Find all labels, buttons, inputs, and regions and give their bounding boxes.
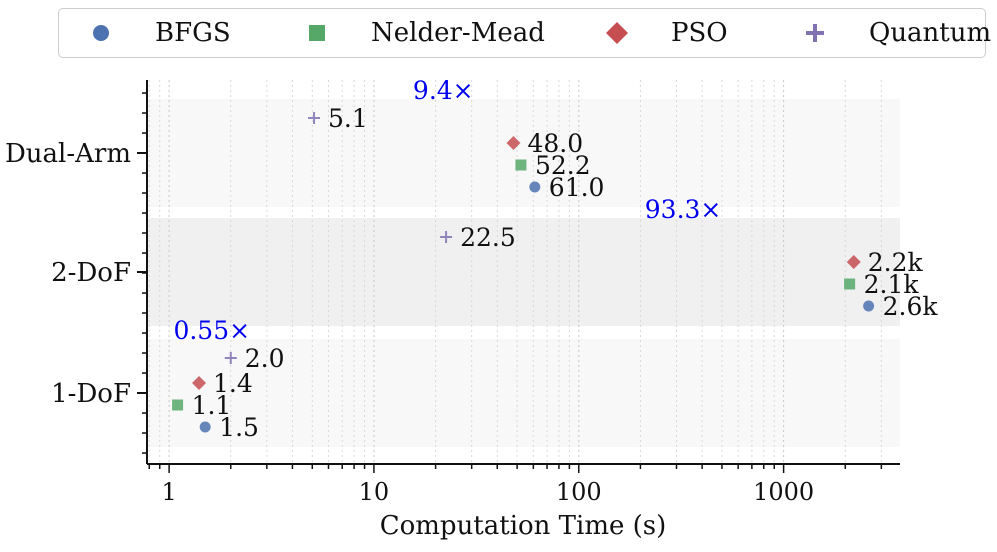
data-point-pso xyxy=(846,255,861,269)
category-band xyxy=(147,99,900,207)
annotations: 0.55× 93.3× 9.4× xyxy=(173,76,721,345)
legend-entry-nelder-mead: Nelder-Mead xyxy=(305,9,545,57)
data-label: 1.5 xyxy=(219,413,259,442)
legend: BFGS Nelder-Mead PSO Quantum xyxy=(58,8,991,58)
data-label: 2.1k xyxy=(864,270,920,299)
data-label: 48.0 xyxy=(527,129,583,158)
diamond-marker-icon xyxy=(605,21,629,45)
data-point-pso xyxy=(506,136,521,150)
speedup-annotation: 9.4× xyxy=(413,76,474,105)
x-tick-label: 100 xyxy=(556,478,602,506)
category-band xyxy=(147,218,900,326)
y-tick-label: 2-DoF xyxy=(51,258,131,288)
speedup-annotation: 93.3× xyxy=(645,195,722,224)
speedup-annotation: 0.55× xyxy=(173,316,250,345)
data-point-bfgs xyxy=(863,300,875,312)
data-label: 5.1 xyxy=(328,104,368,133)
data-point-nelder-mead xyxy=(172,399,184,411)
data-label: 2.0 xyxy=(245,344,285,373)
data-label: 2.6k xyxy=(883,292,939,321)
axes: 1 10 100 1000 1-DoF 2-DoF Dual-Arm xyxy=(5,80,900,506)
data-label: 52.2 xyxy=(535,151,591,180)
data-marks: 1.5 2.6k 61.0 1.1 2.1k 52.2 1.4 2.2k 48.0 2.0 22.5… xyxy=(172,104,938,442)
data-label: 22.5 xyxy=(460,223,516,252)
data-point-quantum xyxy=(224,352,237,364)
data-label: 1.1 xyxy=(192,391,232,420)
category-bands xyxy=(147,99,900,447)
data-point-pso xyxy=(192,376,207,390)
data-point-quantum xyxy=(440,231,453,243)
circle-marker-icon xyxy=(89,21,113,45)
y-tick-label: 1-DoF xyxy=(51,379,131,409)
x-tick-label: 1000 xyxy=(753,478,814,506)
legend-label: Quantum xyxy=(869,18,992,48)
data-label: 61.0 xyxy=(549,173,605,202)
grid-lines xyxy=(148,80,882,464)
legend-label: PSO xyxy=(671,18,728,48)
data-point-nelder-mead xyxy=(515,159,527,171)
data-point-nelder-mead xyxy=(844,278,856,290)
x-tick-label: 1 xyxy=(161,478,176,506)
x-tick-label: 10 xyxy=(359,478,390,506)
legend-label: BFGS xyxy=(155,18,231,48)
plus-marker-icon xyxy=(803,21,827,45)
legend-entry-quantum: Quantum xyxy=(803,9,991,57)
x-axis-label: Computation Time (s) xyxy=(380,511,667,541)
square-marker-icon xyxy=(305,21,329,45)
data-point-bfgs xyxy=(199,421,211,433)
data-label: 2.2k xyxy=(868,248,924,277)
legend-label: Nelder-Mead xyxy=(371,18,545,48)
y-tick-label: Dual-Arm xyxy=(5,139,131,169)
legend-entry-bfgs: BFGS xyxy=(89,9,231,57)
data-label: 1.4 xyxy=(213,369,253,398)
data-point-bfgs xyxy=(529,181,541,193)
legend-entry-pso: PSO xyxy=(605,9,728,57)
data-point-quantum xyxy=(308,112,321,124)
